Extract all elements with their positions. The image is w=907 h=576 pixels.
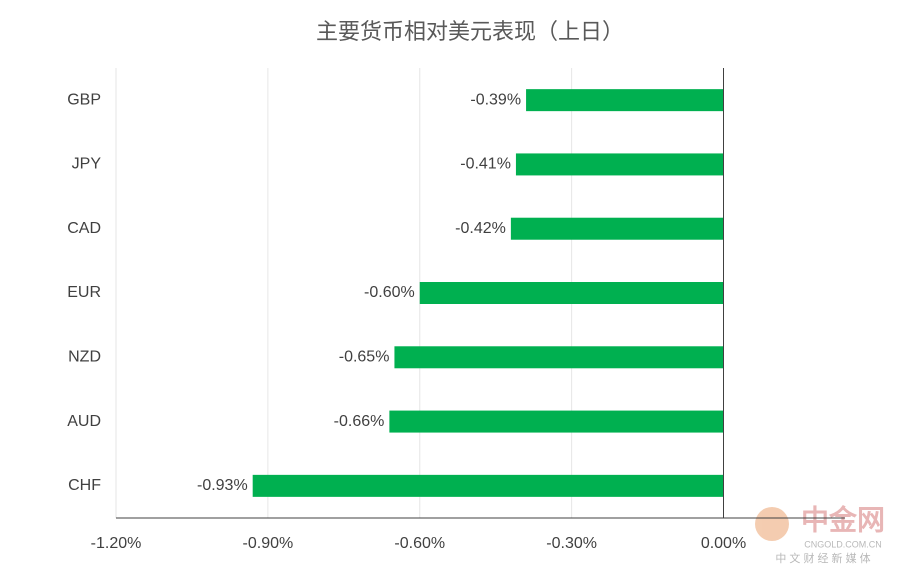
x-tick-label: -0.60% [394, 535, 445, 552]
y-tick-label: NZD [68, 349, 101, 366]
y-tick-label: EUR [67, 284, 101, 301]
bar [526, 89, 724, 112]
y-tick-label: AUD [67, 413, 101, 430]
y-tick-label: JPY [72, 156, 102, 173]
data-label: -0.60% [364, 284, 415, 301]
bar [510, 217, 724, 240]
chart-title: 主要货币相对美元表现（上日） [316, 19, 624, 44]
bar [515, 153, 724, 176]
watermark-site: CNGOLD.COM.CN [804, 539, 882, 549]
bar [419, 282, 724, 304]
data-label: -0.66% [334, 413, 385, 430]
x-tick-label: -0.30% [546, 535, 597, 552]
bar [252, 474, 724, 497]
data-label: -0.41% [460, 156, 511, 173]
bar [394, 346, 724, 369]
y-tick-label: CAD [67, 220, 101, 237]
bar [389, 410, 724, 433]
data-label: -0.93% [197, 477, 248, 494]
watermark-slogan: 中 文 财 经 新 媒 体 [775, 551, 870, 565]
y-tick-label: GBP [67, 91, 101, 108]
watermark-brand: 中金网 [801, 503, 885, 535]
logo [755, 507, 789, 541]
data-label: -0.42% [455, 220, 506, 237]
data-label: -0.39% [470, 91, 521, 108]
x-tick-label: 0.00% [701, 535, 746, 552]
x-tick-label: -0.90% [243, 535, 294, 552]
watermark: 中金网 CNGOLD.COM.CN 中 文 财 经 新 媒 体 [755, 503, 885, 565]
y-tick-label: CHF [68, 477, 101, 494]
x-tick-label: -1.20% [91, 535, 142, 552]
data-label: -0.65% [339, 349, 390, 366]
